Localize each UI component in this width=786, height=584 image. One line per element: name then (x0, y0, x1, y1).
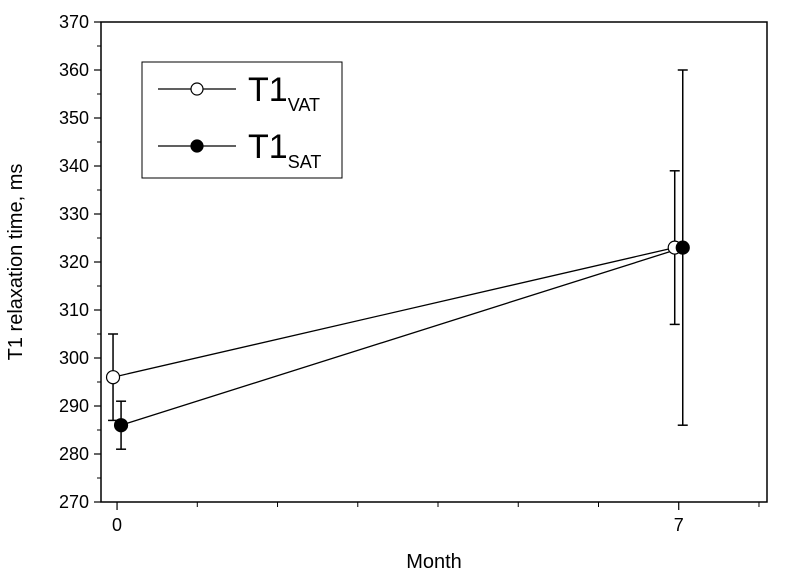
legend-label-vat-sub: VAT (288, 95, 320, 115)
legend-box (141, 61, 343, 179)
y-tick-label-370: 370 (59, 12, 89, 32)
legend-entry-sat: T1SAT (158, 128, 321, 172)
y-axis-title: T1 relaxation time, ms (5, 164, 27, 361)
y-tick-label-270: 270 (59, 492, 89, 512)
y-tick-label-350: 350 (59, 108, 89, 128)
legend-label-vat-main: T1 (248, 71, 288, 109)
y-tick-label-280: 280 (59, 444, 89, 464)
y-tick-label-300: 300 (59, 348, 89, 368)
data-point-vat-0 (105, 370, 121, 385)
data-point-sat-1 (675, 240, 690, 255)
x-axis-title: Month (406, 551, 462, 573)
legend-label-sat: T1SAT (248, 128, 321, 172)
y-tick-label-340: 340 (59, 156, 89, 176)
legend-entry-vat: T1VAT (158, 71, 320, 115)
x-tick-label-0: 0 (112, 515, 122, 535)
legend-label-sat-main: T1 (248, 128, 288, 166)
x-tick-label-7: 7 (674, 515, 684, 535)
y-tick-label-330: 330 (59, 204, 89, 224)
y-tick-label-360: 360 (59, 60, 89, 80)
data-point-sat-0 (113, 418, 129, 433)
legend: T1VAT T1SAT (141, 61, 343, 179)
plot-frame (100, 21, 768, 503)
series-line-sat (120, 246, 683, 426)
legend-label-vat: T1VAT (248, 71, 320, 115)
series-line-vat (112, 246, 675, 378)
legend-marker-sat (190, 139, 204, 153)
y-tick-label-290: 290 (59, 396, 89, 416)
y-tick-label-310: 310 (59, 300, 89, 320)
legend-marker-vat (190, 82, 204, 96)
y-axis-ticks: 270 280 290 300 310 320 330 340 350 360 370 (59, 12, 101, 512)
series-layer (105, 69, 690, 450)
legend-label-sat-sub: SAT (288, 152, 322, 172)
y-tick-label-320: 320 (59, 252, 89, 272)
